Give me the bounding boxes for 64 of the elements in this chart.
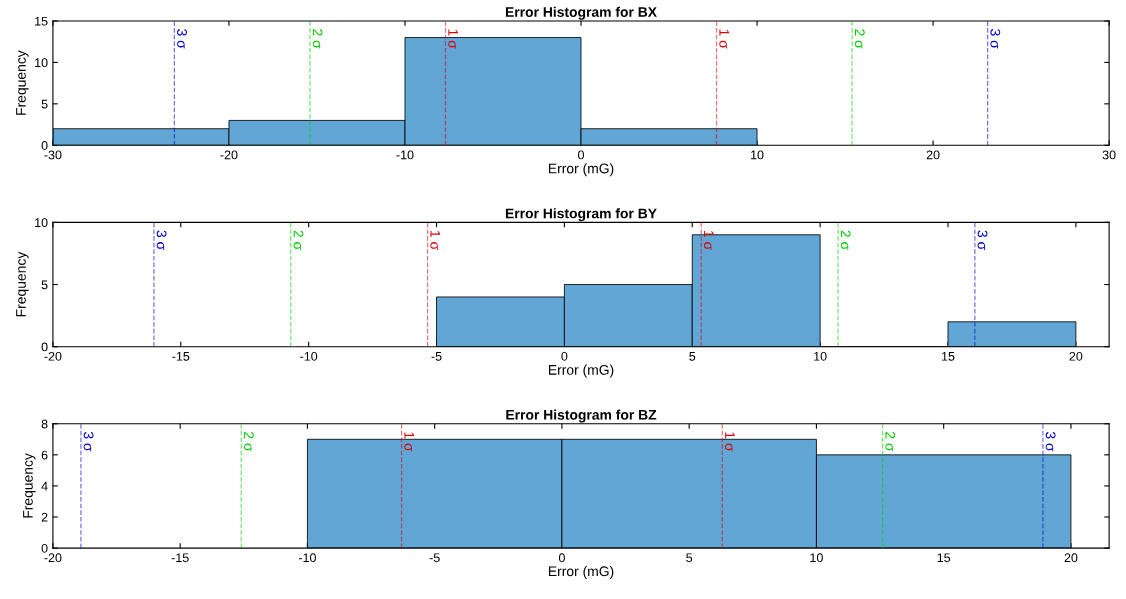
x-tick-label: 20 [926,150,940,160]
ref-line-label: 2 σ [840,230,851,250]
ref-line-label: 3 σ [177,29,187,49]
x-tick-label: 30 [1102,150,1116,160]
x-tick-label: -30 [44,150,62,160]
x-axis-title: Error (mG) [548,565,614,579]
y-axis-title: Frequency [16,50,29,115]
x-tick-label: -15 [172,352,190,361]
y-tick-label: 8 [41,419,48,429]
ref-line-label: 3 σ [156,230,167,250]
y-tick-label: 5 [41,99,48,109]
x-tick-label: 10 [814,351,827,361]
y-tick-label: 15 [35,16,48,26]
ref-line-label: 3 σ [1045,431,1056,452]
ref-line-label: 2 σ [854,29,865,49]
x-axis-title: Error (mG) [548,163,614,177]
y-tick-label: 6 [41,450,48,460]
y-tick-label: 4 [41,481,48,491]
x-tick-label: 15 [937,553,951,563]
ref-line-label: 1 σ [430,231,441,250]
ref-line-label: 1 σ [703,231,714,250]
x-tick-label: -20 [44,351,62,361]
ref-line-label: 2 σ [244,432,254,452]
ref-line-label: 1 σ [448,29,458,49]
y-axis-title: Frequency [23,453,36,518]
y-tick-label: 10 [35,58,48,68]
x-tick-label: -10 [298,553,316,563]
x-tick-label: -15 [171,553,189,563]
y-axis-title: Frequency [16,251,29,317]
chart-title: Error Histogram for BZ [506,409,657,423]
y-tick-label: 5 [41,280,48,290]
x-tick-label: -10 [396,150,414,160]
x-tick-label: -20 [44,553,62,563]
ref-line-label: 1 σ [725,432,735,452]
chart-title: Error Histogram for BX [505,6,657,20]
x-tick-label: 0 [558,553,565,563]
x-tick-label: 5 [689,352,696,361]
ref-line-label: 1 σ [719,29,729,49]
chart-title: Error Histogram for BY [505,208,657,222]
ref-line-label: 2 σ [885,432,896,452]
x-tick-label: 10 [751,150,764,160]
y-tick-label: 0 [41,141,48,150]
x-tick-label: 20 [1069,351,1083,361]
ref-line-label: 1 σ [404,432,415,452]
x-axis-title: Error (mG) [548,364,614,378]
ref-line-label: 3 σ [990,29,1001,49]
x-tick-label: 5 [686,553,693,563]
x-tick-label: 0 [578,150,584,160]
x-tick-label: -10 [300,351,318,361]
y-tick-label: 2 [41,512,48,522]
x-tick-label: -20 [220,150,238,160]
y-tick-label: 0 [41,543,48,553]
x-tick-label: -5 [429,553,440,563]
ref-line-label: 3 σ [83,431,94,452]
ref-line-label: 2 σ [293,230,304,250]
ref-line-label: 3 σ [977,230,988,250]
y-tick-label: 10 [35,218,48,228]
x-tick-label: 10 [810,553,823,563]
x-tick-label: 20 [1064,553,1078,563]
ref-line-label: 2 σ [312,29,323,49]
y-tick-label: 0 [41,342,48,352]
x-tick-label: 15 [942,352,955,361]
x-tick-label: -5 [431,352,442,361]
x-tick-label: 0 [561,351,568,361]
